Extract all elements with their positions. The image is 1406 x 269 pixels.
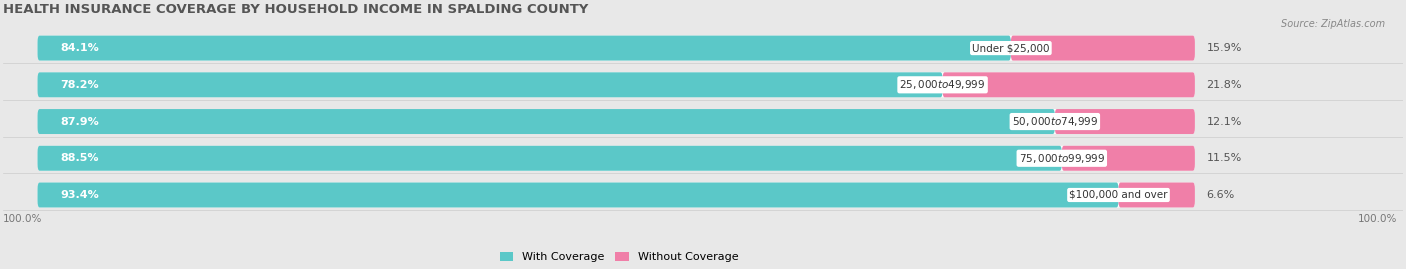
Text: 11.5%: 11.5% — [1206, 153, 1241, 163]
FancyBboxPatch shape — [38, 182, 1119, 207]
Text: Source: ZipAtlas.com: Source: ZipAtlas.com — [1281, 19, 1385, 29]
FancyBboxPatch shape — [1054, 109, 1195, 134]
FancyBboxPatch shape — [38, 72, 1195, 97]
Text: $25,000 to $49,999: $25,000 to $49,999 — [900, 78, 986, 91]
Text: $50,000 to $74,999: $50,000 to $74,999 — [1012, 115, 1098, 128]
FancyBboxPatch shape — [38, 36, 1195, 61]
Text: 78.2%: 78.2% — [60, 80, 100, 90]
FancyBboxPatch shape — [1062, 146, 1195, 171]
Text: 100.0%: 100.0% — [3, 214, 42, 224]
Text: 93.4%: 93.4% — [60, 190, 100, 200]
Text: 21.8%: 21.8% — [1206, 80, 1241, 90]
Text: 87.9%: 87.9% — [60, 116, 100, 126]
Text: 84.1%: 84.1% — [60, 43, 100, 53]
FancyBboxPatch shape — [38, 72, 942, 97]
Text: $75,000 to $99,999: $75,000 to $99,999 — [1018, 152, 1105, 165]
Text: HEALTH INSURANCE COVERAGE BY HOUSEHOLD INCOME IN SPALDING COUNTY: HEALTH INSURANCE COVERAGE BY HOUSEHOLD I… — [3, 3, 588, 16]
Text: $100,000 and over: $100,000 and over — [1069, 190, 1168, 200]
Text: 12.1%: 12.1% — [1206, 116, 1241, 126]
Text: 100.0%: 100.0% — [1358, 214, 1398, 224]
Text: 6.6%: 6.6% — [1206, 190, 1234, 200]
Legend: With Coverage, Without Coverage: With Coverage, Without Coverage — [495, 247, 742, 267]
Text: 88.5%: 88.5% — [60, 153, 100, 163]
FancyBboxPatch shape — [38, 109, 1054, 134]
Text: Under $25,000: Under $25,000 — [972, 43, 1050, 53]
FancyBboxPatch shape — [38, 109, 1195, 134]
FancyBboxPatch shape — [1011, 36, 1195, 61]
FancyBboxPatch shape — [38, 146, 1195, 171]
FancyBboxPatch shape — [1119, 182, 1195, 207]
FancyBboxPatch shape — [38, 182, 1195, 207]
FancyBboxPatch shape — [38, 36, 1011, 61]
FancyBboxPatch shape — [942, 72, 1195, 97]
Text: 15.9%: 15.9% — [1206, 43, 1241, 53]
FancyBboxPatch shape — [38, 146, 1062, 171]
